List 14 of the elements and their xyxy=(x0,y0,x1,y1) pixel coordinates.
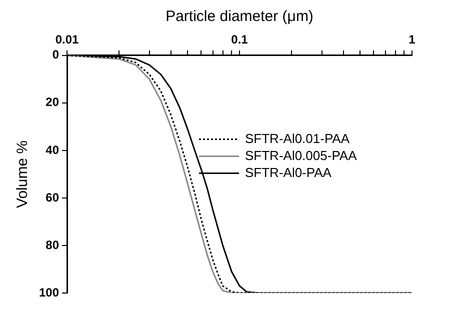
y-tick-label: 20 xyxy=(46,95,60,110)
y-tick-label: 0 xyxy=(52,48,60,62)
legend-label: SFTR-Al0.01-PAA xyxy=(245,130,350,146)
y-tick-label: 100 xyxy=(38,285,60,300)
y-tick-label: 40 xyxy=(46,142,60,157)
legend-label: SFTR-Al0-PAA xyxy=(245,164,332,180)
legend-label: SFTR-Al0.005-PAA xyxy=(245,148,358,163)
x-axis-title: Particle diameter (μm) xyxy=(166,8,314,26)
x-tick-label: 0.01 xyxy=(55,32,80,47)
y-tick-label: 80 xyxy=(46,238,60,252)
x-tick-label: 0.1 xyxy=(231,32,248,47)
y-tick-label: 60 xyxy=(46,190,60,204)
y-axis-title: Volume % xyxy=(14,140,32,208)
x-tick-label: 1 xyxy=(408,32,416,47)
